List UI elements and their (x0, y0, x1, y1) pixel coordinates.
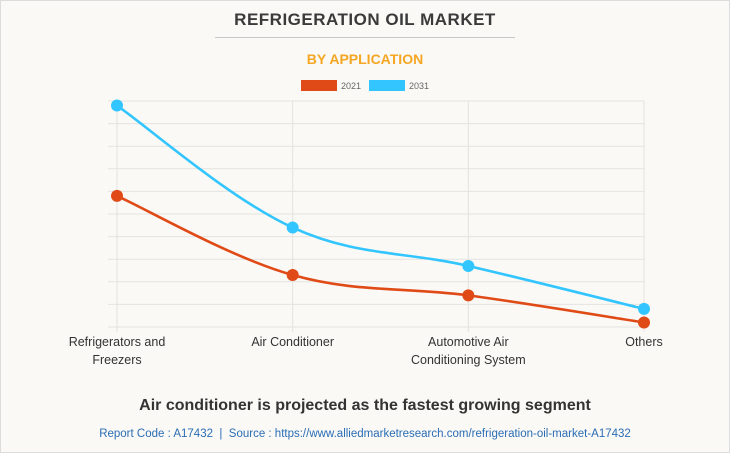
x-tick-label-line: Air Conditioner (251, 335, 334, 349)
data-point-2021-2 (462, 289, 475, 302)
x-tick-label: Air Conditioner (223, 333, 363, 351)
source-link[interactable]: Source : https://www.alliedmarketresearc… (228, 428, 631, 440)
title-divider (215, 37, 515, 38)
data-point-2031-2 (462, 259, 475, 272)
series-line-2031 (116, 104, 645, 311)
report-code: Report Code : A17432 (99, 428, 213, 440)
x-tick-label-line: Others (625, 335, 663, 349)
data-point-2031-3 (638, 302, 650, 315)
data-point-2021-1 (286, 269, 299, 282)
legend-label-2021: 2021 (340, 80, 361, 91)
footer: Report Code : A17432 | Source : https://… (0, 428, 730, 440)
series-line-2021 (116, 194, 645, 324)
x-tick-label: Refrigerators and Freezers (47, 333, 187, 369)
x-tick-label-line: Refrigerators and (68, 335, 166, 349)
x-tick-label: Others (574, 333, 714, 351)
legend-label-2031: 2031 (409, 80, 430, 91)
x-tick-label: Automotive Air Conditioning System (398, 333, 538, 369)
chart-title: REFRIGERATION OIL MARKET (234, 10, 496, 29)
x-tick-label-line: Conditioning System (411, 353, 526, 367)
legend-item-2031[interactable]: 2031 (369, 80, 429, 91)
data-point-2031-1 (286, 221, 299, 234)
data-point-2021-0 (111, 189, 123, 202)
legend-swatch-2031 (369, 80, 405, 91)
legend-item-2021[interactable]: 2021 (300, 80, 361, 91)
data-point-2031-0 (111, 99, 123, 112)
chart-subtitle: BY APPLICATION (306, 51, 424, 67)
chart-headline: Air conditioner is projected as the fast… (139, 397, 591, 414)
footer-separator: | (219, 428, 223, 440)
legend: 2021 2031 (0, 80, 730, 91)
x-tick-label-line: Automotive Air (428, 335, 509, 349)
data-point-2021-3 (638, 316, 650, 329)
x-tick-label-line: Freezers (92, 353, 142, 367)
legend-swatch-2021 (300, 80, 337, 91)
